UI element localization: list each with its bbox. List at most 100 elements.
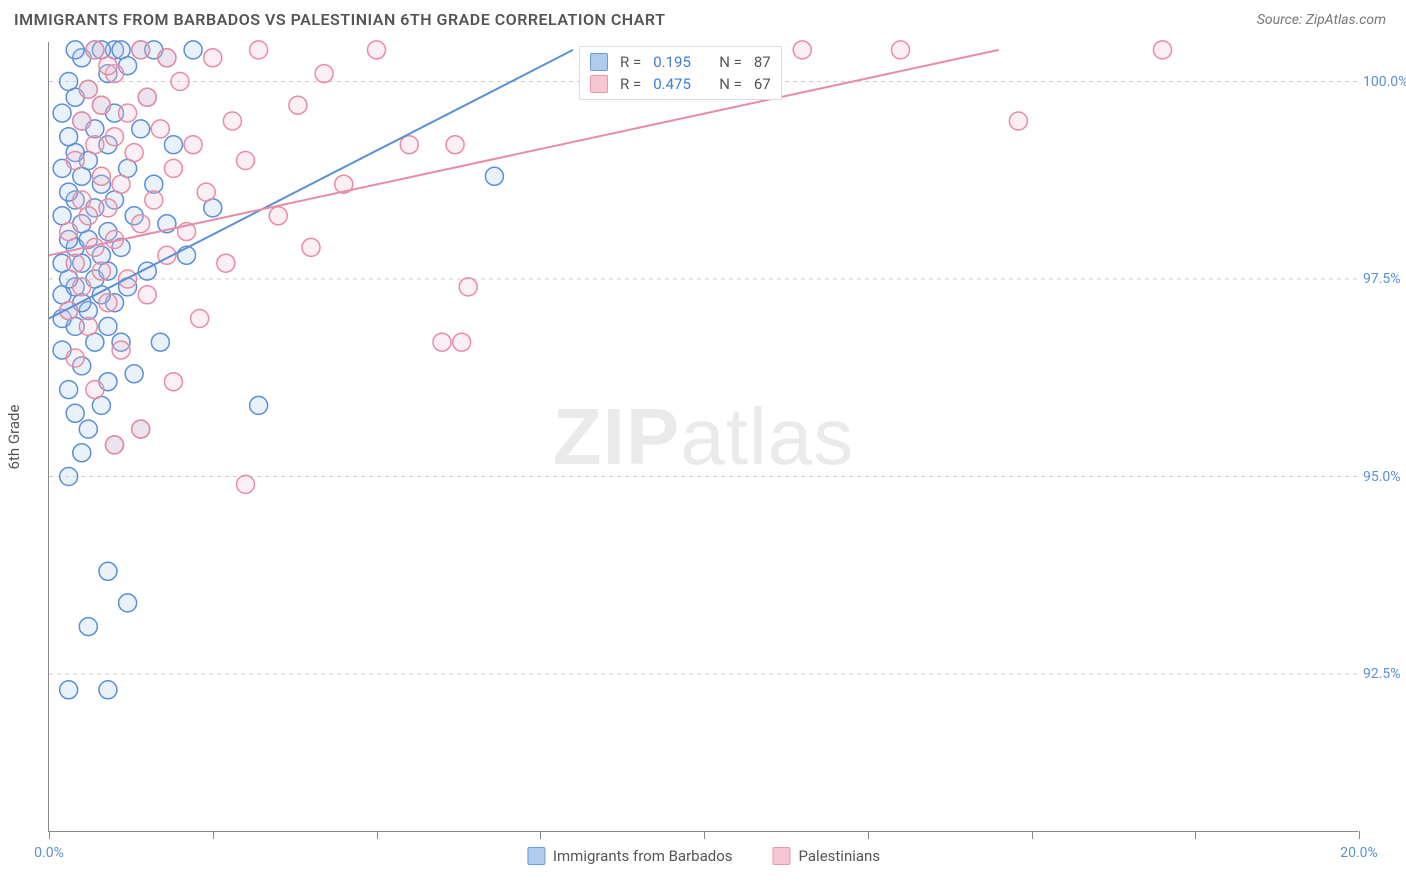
legend-item-palestinians: Palestinians xyxy=(773,847,881,865)
data-point xyxy=(60,381,78,399)
data-point xyxy=(92,167,110,185)
data-point xyxy=(1009,112,1027,130)
data-point xyxy=(400,136,418,154)
data-point xyxy=(66,41,84,59)
data-point xyxy=(73,112,91,130)
chart-title: IMMIGRANTS FROM BARBADOS VS PALESTINIAN … xyxy=(14,10,665,29)
data-point xyxy=(125,365,143,383)
data-point xyxy=(79,317,97,335)
data-point xyxy=(204,49,222,67)
data-point xyxy=(86,41,104,59)
data-point xyxy=(151,120,169,138)
data-point xyxy=(132,215,150,233)
legend-row-palestinians: R = 0.475 N = 67 xyxy=(590,73,771,95)
data-point xyxy=(237,152,255,170)
data-point xyxy=(164,136,182,154)
data-point xyxy=(66,152,84,170)
swatch-palestinians xyxy=(773,847,791,865)
data-point xyxy=(223,112,241,130)
series-legend: Immigrants from Barbados Palestinians xyxy=(527,847,880,865)
swatch-palestinians xyxy=(590,75,608,93)
y-tick-label: 92.5% xyxy=(1363,666,1406,682)
r-label: R = xyxy=(620,75,641,93)
legend-label-barbados: Immigrants from Barbados xyxy=(553,847,733,865)
legend-label-palestinians: Palestinians xyxy=(799,847,881,865)
data-point xyxy=(66,349,84,367)
data-point xyxy=(112,175,130,193)
data-point xyxy=(99,57,117,75)
data-point xyxy=(892,41,910,59)
data-point xyxy=(250,396,268,414)
data-point xyxy=(60,128,78,146)
data-point xyxy=(164,373,182,391)
x-tick xyxy=(540,831,541,839)
data-point xyxy=(99,317,117,335)
data-point xyxy=(269,207,287,225)
data-point xyxy=(315,65,333,83)
data-point xyxy=(99,294,117,312)
data-point xyxy=(92,96,110,114)
data-point xyxy=(60,73,78,91)
data-point xyxy=(112,341,130,359)
correlation-legend: R = 0.195 N = 87 R = 0.475 N = 67 xyxy=(579,46,782,100)
data-point xyxy=(73,278,91,296)
data-point xyxy=(237,475,255,493)
scatter-svg xyxy=(49,42,1358,831)
n-value-palestinians: 67 xyxy=(754,75,771,93)
data-point xyxy=(112,41,130,59)
y-tick-label: 97.5% xyxy=(1363,271,1406,287)
x-tick xyxy=(1359,831,1360,839)
data-point xyxy=(86,136,104,154)
data-point xyxy=(60,681,78,699)
data-point xyxy=(73,444,91,462)
data-point xyxy=(184,41,202,59)
data-point xyxy=(485,167,503,185)
n-label: N = xyxy=(719,75,742,93)
data-point xyxy=(164,159,182,177)
r-value-barbados: 0.195 xyxy=(653,53,701,71)
data-point xyxy=(138,286,156,304)
data-point xyxy=(66,254,84,272)
data-point xyxy=(60,468,78,486)
n-value-barbados: 87 xyxy=(754,53,771,71)
data-point xyxy=(53,104,71,122)
data-point xyxy=(86,381,104,399)
y-tick-label: 100.0% xyxy=(1363,74,1406,90)
legend-row-barbados: R = 0.195 N = 87 xyxy=(590,51,771,73)
chart-container: 6th Grade ZIPatlas R = 0.195 N = 87 R = … xyxy=(48,42,1358,832)
source-citation: Source: ZipAtlas.com xyxy=(1257,12,1386,28)
data-point xyxy=(151,333,169,351)
data-point xyxy=(92,262,110,280)
data-point xyxy=(60,223,78,241)
data-point xyxy=(99,199,117,217)
x-tick xyxy=(49,831,50,839)
data-point xyxy=(1154,41,1172,59)
data-point xyxy=(184,136,202,154)
swatch-barbados xyxy=(527,847,545,865)
data-point xyxy=(125,144,143,162)
legend-item-barbados: Immigrants from Barbados xyxy=(527,847,733,865)
data-point xyxy=(145,191,163,209)
data-point xyxy=(250,41,268,59)
data-point xyxy=(73,191,91,209)
data-point xyxy=(132,41,150,59)
r-label: R = xyxy=(620,53,641,71)
data-point xyxy=(119,594,137,612)
data-point xyxy=(217,254,235,272)
data-point xyxy=(79,420,97,438)
data-point xyxy=(79,80,97,98)
y-axis-label: 6th Grade xyxy=(5,405,23,470)
data-point xyxy=(158,49,176,67)
x-tick xyxy=(1032,831,1033,839)
x-tick-label: 0.0% xyxy=(34,845,64,861)
chart-header: IMMIGRANTS FROM BARBADOS VS PALESTINIAN … xyxy=(0,0,1406,37)
data-point xyxy=(138,88,156,106)
data-point xyxy=(66,404,84,422)
data-point xyxy=(289,96,307,114)
x-tick xyxy=(868,831,869,839)
data-point xyxy=(99,681,117,699)
data-point xyxy=(453,333,471,351)
data-point xyxy=(197,183,215,201)
data-point xyxy=(132,120,150,138)
data-point xyxy=(446,136,464,154)
